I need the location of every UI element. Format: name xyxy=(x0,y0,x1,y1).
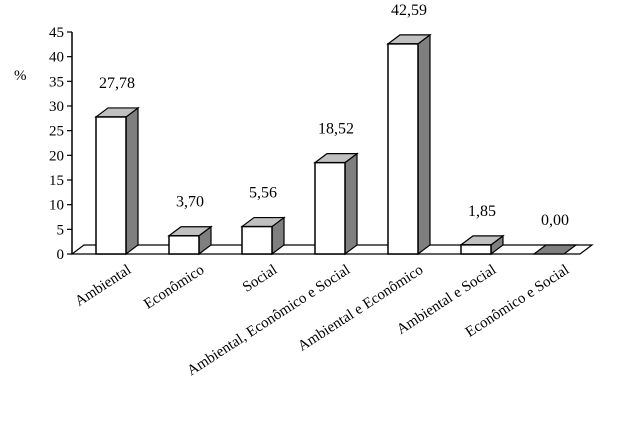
x-tick-label: Social xyxy=(240,262,280,296)
data-label: 0,00 xyxy=(541,212,569,229)
y-tick-label: 40 xyxy=(49,50,64,66)
y-tick-label: 0 xyxy=(57,247,65,263)
bar-side xyxy=(417,33,431,256)
bars xyxy=(94,33,578,256)
y-tick-label: 25 xyxy=(49,124,64,140)
bar-front xyxy=(95,116,127,255)
x-tick-label: Ambiental xyxy=(72,262,134,310)
data-label: 27,78 xyxy=(99,75,135,92)
bar xyxy=(313,152,359,256)
y-tick-label: 45 xyxy=(49,25,64,41)
bar-front xyxy=(460,244,492,255)
y-tick-label: 10 xyxy=(49,198,64,214)
data-label: 3,70 xyxy=(176,194,204,211)
y-tick-label: 5 xyxy=(57,222,65,238)
y-tick-label: 30 xyxy=(49,99,64,115)
bar xyxy=(459,234,505,256)
bar-side xyxy=(344,152,358,256)
y-tick-label: 20 xyxy=(49,148,64,164)
y-tick-label: 15 xyxy=(49,173,64,189)
data-label: 18,52 xyxy=(318,121,354,138)
bar-front xyxy=(241,225,273,255)
bar-top xyxy=(532,244,578,255)
bar-front xyxy=(387,43,419,255)
data-label: 1,85 xyxy=(468,203,496,220)
bar xyxy=(167,225,213,256)
data-label: 5,56 xyxy=(249,185,277,202)
y-axis: 0 5 10 15 20 25 30 35 40 45 xyxy=(49,25,73,263)
bar-front xyxy=(168,234,200,255)
y-tick-label: 35 xyxy=(49,74,64,90)
x-tick-label: Ambiental e Econômico xyxy=(295,262,426,355)
bar-side xyxy=(125,106,139,256)
bar xyxy=(240,216,286,256)
value-labels: 27,78 3,70 5,56 18,52 42,59 1,85 0,00 xyxy=(99,2,569,229)
bar xyxy=(532,244,578,255)
bar xyxy=(94,106,140,256)
y-axis-label: % xyxy=(14,68,27,84)
bar xyxy=(386,33,432,256)
data-label: 42,59 xyxy=(391,2,427,19)
bar-front xyxy=(314,161,346,255)
x-tick-label: Econômico xyxy=(141,262,207,313)
